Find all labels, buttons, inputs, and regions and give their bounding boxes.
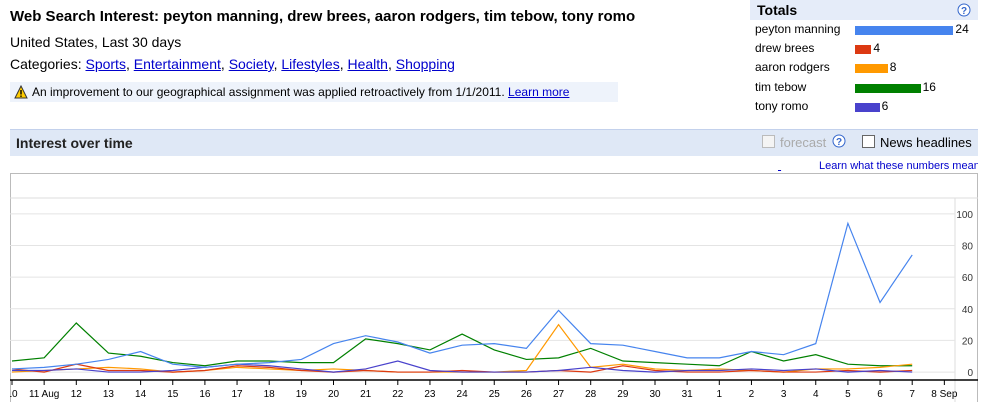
total-bar <box>855 83 921 93</box>
total-name: aaron rodgers <box>755 60 830 75</box>
x-tick-label: 15 <box>167 389 179 400</box>
forecast-checkbox[interactable] <box>762 135 775 148</box>
x-tick-label: 19 <box>296 389 308 400</box>
series-line <box>12 360 913 373</box>
x-tick-label: 20 <box>328 389 340 400</box>
category-link[interactable]: Entertainment <box>133 56 221 72</box>
numbers-link-text[interactable]: Learn what these numbers mean <box>819 160 978 172</box>
notice-message: An improvement to our geographical assig… <box>32 85 505 99</box>
x-tick-label: 22 <box>392 389 404 400</box>
help-icon[interactable]: ? <box>957 3 971 17</box>
y-tick-label: 20 <box>962 336 974 347</box>
numbers-link[interactable]: Learn what these numbers mean <box>778 160 978 172</box>
learn-more-link[interactable]: Learn more <box>508 85 570 99</box>
x-tick-label: 23 <box>424 389 436 400</box>
notice-text: An improvement to our geographical assig… <box>32 82 569 102</box>
category-link[interactable]: Health <box>347 56 388 72</box>
y-tick-label: 60 <box>962 273 974 284</box>
x-tick-label: 8 Sep <box>931 389 958 400</box>
total-name: peyton manning <box>755 22 841 36</box>
forecast-label: forecast <box>780 135 827 150</box>
x-tick-label: 1 <box>717 389 723 400</box>
total-value: 4 <box>873 41 881 56</box>
total-bar <box>855 102 880 112</box>
x-tick-label: 2 <box>749 389 755 400</box>
x-tick-label: 11 Aug <box>29 389 59 400</box>
x-tick-label: 14 <box>135 389 147 400</box>
svg-text:?: ? <box>961 6 967 17</box>
total-value: 6 <box>881 98 889 113</box>
total-value: 16 <box>922 79 936 94</box>
chart: 0204060801001011 Aug12131415161718192021… <box>10 173 978 402</box>
x-tick-label: 31 <box>682 389 694 400</box>
x-tick-label: 13 <box>103 389 115 400</box>
total-value: 8 <box>889 60 897 75</box>
x-tick-label: 24 <box>457 389 469 400</box>
x-tick-label: 28 <box>585 389 597 400</box>
x-tick-label: 18 <box>264 389 276 400</box>
x-tick-label: 30 <box>649 389 661 400</box>
totals-title: Totals <box>757 2 798 18</box>
x-tick-label: 25 <box>489 389 501 400</box>
x-tick-label: 5 <box>845 389 851 400</box>
notice: An improvement to our geographical assig… <box>10 82 618 102</box>
subtitle: United States, Last 30 days <box>10 34 182 50</box>
total-bar <box>855 45 872 55</box>
total-value: 24 <box>955 22 969 36</box>
page-title: Web Search Interest: peyton manning, dre… <box>10 8 636 25</box>
x-tick-label: 29 <box>617 389 629 400</box>
category-link[interactable]: Shopping <box>395 56 455 72</box>
category-link[interactable]: Sports <box>85 56 126 72</box>
svg-text:?: ? <box>836 137 842 148</box>
x-tick-label: 3 <box>781 389 787 400</box>
total-bar <box>855 26 954 35</box>
x-tick-label: 6 <box>877 389 883 400</box>
categories-label: Categories: <box>10 56 82 72</box>
toolbar-title: Interest over time <box>16 135 133 151</box>
categories: Categories: Sports, Entertainment, Socie… <box>10 56 455 72</box>
x-tick-label: 27 <box>553 389 565 400</box>
y-tick-label: 80 <box>962 241 974 252</box>
totals-header: Totals ? <box>750 0 978 20</box>
news-label: News headlines <box>880 135 972 150</box>
warning-icon <box>14 85 28 99</box>
x-tick-label: 16 <box>199 389 211 400</box>
series-line <box>11 221 913 370</box>
category-link[interactable]: Lifestyles <box>281 56 340 72</box>
x-tick-label: 17 <box>231 389 243 400</box>
news-checkbox[interactable] <box>862 135 875 148</box>
x-tick-label: 10 <box>10 389 18 400</box>
x-tick-label: 4 <box>813 389 819 400</box>
y-tick-label: 100 <box>956 210 973 221</box>
total-bar <box>855 64 888 74</box>
y-tick-label: 40 <box>962 305 974 316</box>
x-tick-label: 12 <box>71 389 83 400</box>
toolbar: Interest over time forecast ? News headl… <box>10 129 978 156</box>
x-tick-label: 21 <box>360 389 372 400</box>
total-name: drew brees <box>755 41 815 56</box>
help-icon[interactable]: ? <box>832 134 846 148</box>
y-tick-label: 0 <box>967 368 973 379</box>
category-link[interactable]: Society <box>228 56 274 72</box>
total-name: tony romo <box>755 98 809 113</box>
chart-frame <box>10 173 978 402</box>
total-name: tim tebow <box>755 79 807 94</box>
x-tick-label: 26 <box>521 389 533 400</box>
x-tick-label: 7 <box>909 389 915 400</box>
